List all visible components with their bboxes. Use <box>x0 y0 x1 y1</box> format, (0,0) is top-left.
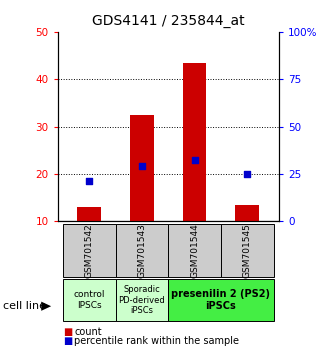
FancyBboxPatch shape <box>168 279 274 321</box>
FancyBboxPatch shape <box>168 224 221 277</box>
FancyBboxPatch shape <box>115 224 168 277</box>
Text: ■: ■ <box>63 336 72 346</box>
Text: GSM701542: GSM701542 <box>85 223 94 278</box>
Polygon shape <box>41 302 51 311</box>
Point <box>87 178 92 183</box>
Text: GSM701543: GSM701543 <box>138 223 147 278</box>
Text: count: count <box>74 327 102 337</box>
Text: GSM701544: GSM701544 <box>190 223 199 278</box>
Text: cell line: cell line <box>3 301 46 311</box>
Point <box>192 157 197 162</box>
Text: percentile rank within the sample: percentile rank within the sample <box>74 336 239 346</box>
Bar <box>130 115 154 221</box>
FancyBboxPatch shape <box>115 279 168 321</box>
Text: Sporadic
PD-derived
iPSCs: Sporadic PD-derived iPSCs <box>118 285 165 315</box>
Text: control
IPSCs: control IPSCs <box>74 290 105 310</box>
FancyBboxPatch shape <box>63 279 116 321</box>
Bar <box>78 207 101 221</box>
Text: ■: ■ <box>63 327 72 337</box>
Point <box>245 171 250 177</box>
Title: GDS4141 / 235844_at: GDS4141 / 235844_at <box>92 14 245 28</box>
FancyBboxPatch shape <box>221 224 274 277</box>
Bar <box>235 205 259 221</box>
FancyBboxPatch shape <box>63 224 116 277</box>
Bar <box>183 63 207 221</box>
Point <box>139 164 145 169</box>
Text: GSM701545: GSM701545 <box>243 223 252 278</box>
Text: presenilin 2 (PS2)
iPSCs: presenilin 2 (PS2) iPSCs <box>172 289 271 311</box>
